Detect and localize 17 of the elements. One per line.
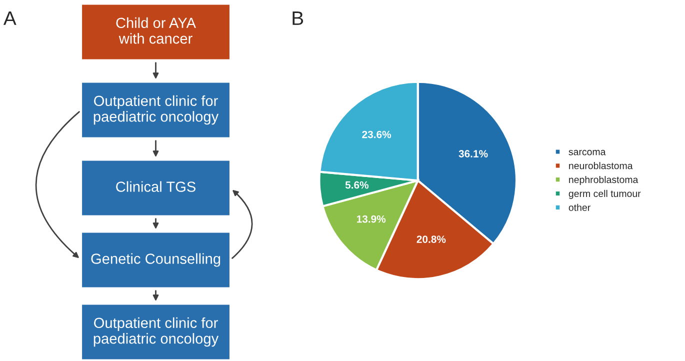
data-label: 13.9% <box>356 215 386 223</box>
text: Outpatient clinic for paediatric oncology <box>94 317 219 347</box>
data-label: 20.8% <box>416 236 446 243</box>
text: Outpatient clinic for paediatric oncology <box>94 95 219 125</box>
text: Child or AYA with cancer <box>116 17 196 44</box>
data-label: 5.6% <box>345 181 369 189</box>
data-label: 36.1% <box>458 150 488 158</box>
legend-label: sarcoma <box>568 150 606 156</box>
legend-label: germ cell tumour <box>568 190 641 199</box>
legend-label: nephroblastoma <box>569 176 638 186</box>
text: Clinical TGS <box>116 181 196 192</box>
legend-label: neuroblastoma <box>569 162 633 170</box>
legend-label: other <box>568 204 590 211</box>
data-label: 23.6% <box>362 130 392 138</box>
text: A <box>3 12 16 25</box>
chart-title: B <box>292 12 304 25</box>
text: Genetic Counselling <box>91 253 220 267</box>
